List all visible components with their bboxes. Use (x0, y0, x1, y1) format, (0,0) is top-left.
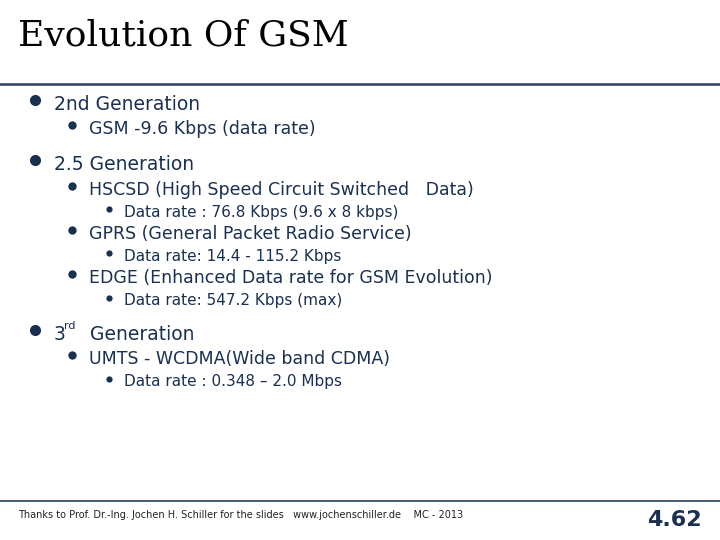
Text: Data rate: 14.4 - 115.2 Kbps: Data rate: 14.4 - 115.2 Kbps (124, 249, 341, 264)
Text: GSM -9.6 Kbps (data rate): GSM -9.6 Kbps (data rate) (89, 120, 315, 138)
Text: 2.5 Generation: 2.5 Generation (54, 155, 194, 174)
Text: rd: rd (64, 321, 76, 331)
Text: HSCSD (High Speed Circuit Switched   Data): HSCSD (High Speed Circuit Switched Data) (89, 181, 473, 199)
Text: 2nd Generation: 2nd Generation (54, 94, 200, 113)
Text: Data rate : 76.8 Kbps (9.6 x 8 kbps): Data rate : 76.8 Kbps (9.6 x 8 kbps) (124, 205, 398, 220)
Text: GPRS (General Packet Radio Service): GPRS (General Packet Radio Service) (89, 225, 411, 243)
Text: Data rate : 0.348 – 2.0 Mbps: Data rate : 0.348 – 2.0 Mbps (124, 374, 342, 389)
Text: 3: 3 (54, 325, 66, 343)
Text: Generation: Generation (78, 325, 194, 343)
Text: Thanks to Prof. Dr.-Ing. Jochen H. Schiller for the slides   www.jochenschiller.: Thanks to Prof. Dr.-Ing. Jochen H. Schil… (18, 510, 463, 521)
Text: Evolution Of GSM: Evolution Of GSM (18, 19, 348, 53)
Text: Data rate: 547.2 Kbps (max): Data rate: 547.2 Kbps (max) (124, 293, 342, 308)
Text: EDGE (Enhanced Data rate for GSM Evolution): EDGE (Enhanced Data rate for GSM Evoluti… (89, 269, 492, 287)
Text: UMTS - WCDMA(Wide band CDMA): UMTS - WCDMA(Wide band CDMA) (89, 350, 390, 368)
Text: 4.62: 4.62 (647, 510, 702, 530)
